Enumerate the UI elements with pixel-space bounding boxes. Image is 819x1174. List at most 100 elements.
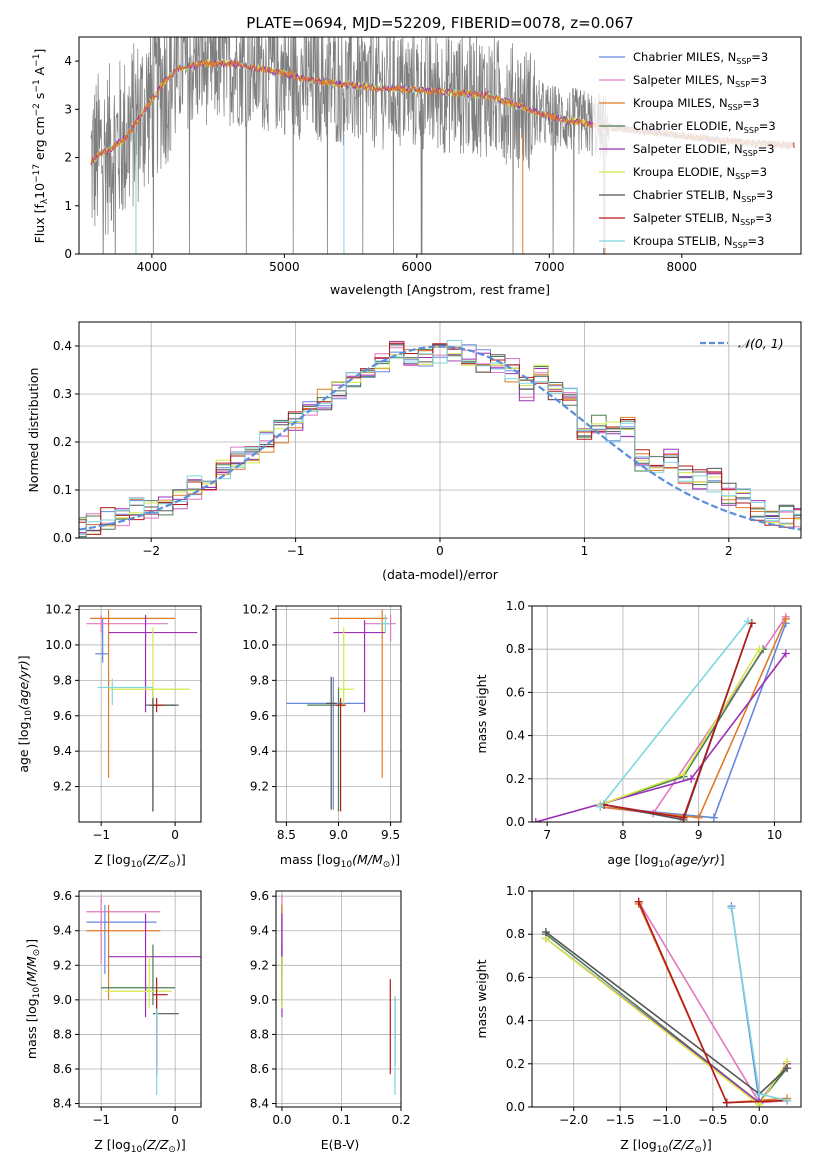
age_vs_Z-axes: [79, 606, 201, 822]
y-tick-label: 0.2: [53, 435, 72, 449]
y-tick-label: 9.4: [250, 924, 269, 938]
mass-weight-point-marker: [634, 897, 643, 906]
y-tick-label: 0.0: [506, 1100, 525, 1114]
y-tick-label: 8.6: [53, 1062, 72, 1076]
massweight_vs_Z-frame: [531, 890, 802, 1108]
mass_vs_Z-axes: [79, 891, 201, 1107]
x-tick-label: 2: [725, 544, 733, 558]
age_vs_mass-frame: [275, 605, 402, 823]
mass-weight-point-marker: [722, 1098, 731, 1107]
age_vs_Z-frame: [78, 605, 202, 823]
y-tick-label: 10.0: [45, 638, 72, 652]
x-tick-label: −1.5: [606, 1113, 635, 1127]
spectrum-y-axis-label: Flux [fλ10−17 erg cm−2 s−1 A−1]: [32, 49, 50, 244]
x-tick-label: 7000: [534, 260, 565, 274]
y-tick-label: 8.4: [250, 1097, 269, 1111]
mass-weight-point-marker: [781, 649, 790, 658]
y-tick-label: 9.8: [250, 673, 269, 687]
residuals-legend-entry: 𝒩(0, 1): [738, 336, 784, 351]
y-tick-label: 0.4: [53, 339, 72, 353]
age-vs-Z-x-axis-label: Z [log10(Z/Z⊙)]: [94, 852, 185, 870]
mass-weight-series-line: [535, 653, 787, 822]
y-tick-label: 9.6: [250, 889, 269, 903]
y-tick-label: 9.4: [250, 744, 269, 758]
legend-entry: Salpeter ELODIE, NSSP=3: [633, 142, 775, 158]
mass-weight-point-marker: [755, 1090, 764, 1099]
x-tick-label: 0: [436, 544, 444, 558]
y-tick-label: 1.0: [506, 599, 525, 613]
x-tick-label: 7: [543, 828, 551, 842]
y-tick-label: 8.6: [250, 1062, 269, 1076]
mass-weight-series-line: [603, 623, 753, 821]
mass-weight-point-marker: [783, 1064, 792, 1073]
y-tick-label: 2: [64, 151, 72, 165]
y-tick-label: 10.2: [242, 603, 269, 617]
x-tick-label: −2: [142, 544, 160, 558]
x-tick-label: −2.0: [559, 1113, 588, 1127]
y-tick-label: 0.0: [53, 531, 72, 545]
legend-entry: Chabrier ELODIE, NSSP=3: [633, 119, 776, 135]
residual-histogram-series: [79, 339, 801, 535]
mass_vs_Z-frame: [78, 890, 202, 1108]
x-tick-label: 1: [581, 544, 589, 558]
x-tick-label: 6000: [402, 260, 433, 274]
y-tick-label: 0.3: [53, 387, 72, 401]
x-tick-label: 0.0: [272, 1113, 291, 1127]
y-tick-label: 9.2: [53, 780, 72, 794]
y-tick-label: 9.6: [250, 709, 269, 723]
x-tick-label: 9: [695, 828, 703, 842]
y-tick-label: 8.4: [53, 1097, 72, 1111]
y-tick-label: 9.6: [53, 889, 72, 903]
y-tick-label: 9.4: [53, 924, 72, 938]
x-tick-label: 4000: [137, 260, 168, 274]
y-tick-label: 0.1: [53, 483, 72, 497]
mass-vs-Z-x-axis-label: Z [log10(Z/Z⊙)]: [94, 1137, 185, 1155]
mass-vs-ebv-x-axis-label: E(B-V): [321, 1137, 360, 1152]
legend-entry: Chabrier STELIB, NSSP=3: [633, 188, 773, 204]
mass-weight-point-marker: [596, 802, 605, 811]
age-vs-Z-y-axis-label: age [log10(age/yr)]: [16, 655, 34, 772]
legend-entry: Salpeter STELIB, NSSP=3: [633, 211, 772, 227]
spectrum-frame: [78, 36, 802, 255]
age_vs_mass-plot-area: [286, 609, 396, 812]
x-tick-label: 0: [171, 828, 179, 842]
mass-weight-point-marker: [709, 813, 718, 822]
age-vs-mass-x-axis-label: mass [log10(M/M⊙)]: [280, 852, 400, 870]
legend-entry: Kroupa STELIB, NSSP=3: [633, 234, 764, 250]
y-tick-label: 9.8: [53, 673, 72, 687]
x-tick-label: 9.5: [381, 828, 400, 842]
spectrum-x-axis-label: wavelength [Angstrom, rest frame]: [330, 282, 550, 297]
x-tick-label: 0.1: [332, 1113, 351, 1127]
x-tick-label: −1: [287, 544, 305, 558]
mass-weight-point-marker: [532, 818, 540, 822]
age_vs_Z-plot-area: [86, 609, 198, 812]
mass-weight-point-marker: [743, 617, 752, 626]
mass-weight-point-marker: [781, 614, 790, 623]
y-tick-label: 8.8: [250, 1027, 269, 1041]
massweight_vs_Z-axes: [532, 890, 801, 1108]
y-tick-label: 0.8: [506, 927, 525, 941]
y-tick-label: 10.0: [242, 638, 269, 652]
x-tick-label: 0.0: [750, 1113, 769, 1127]
y-tick-label: 8.8: [53, 1027, 72, 1041]
mass-weight-point-marker: [727, 904, 736, 913]
x-tick-label: 8: [619, 828, 627, 842]
x-tick-label: 8.5: [277, 828, 296, 842]
massweight-vs-age-x-axis-label: age [log10(age/yr)]: [607, 852, 724, 870]
y-tick-label: 0.4: [506, 729, 525, 743]
y-tick-label: 9.2: [250, 958, 269, 972]
mass-weight-point-marker: [541, 928, 550, 937]
mass-weight-series-line: [603, 623, 753, 819]
massweight-vs-Z-x-axis-label: Z [log10(Z/Z⊙)]: [620, 1137, 711, 1155]
y-tick-label: 10.2: [45, 603, 72, 617]
y-tick-label: 9.4: [53, 744, 72, 758]
x-tick-label: −1: [92, 828, 110, 842]
x-tick-label: 10: [767, 828, 782, 842]
residual-histogram-series: [79, 344, 801, 532]
spectrum-title: PLATE=0694, MJD=52209, FIBERID=0078, z=0…: [246, 14, 633, 32]
x-tick-label: −1: [92, 1113, 110, 1127]
mass-weight-point-marker: [679, 813, 688, 822]
y-tick-label: 1.0: [506, 884, 525, 898]
y-tick-label: 3: [64, 102, 72, 116]
